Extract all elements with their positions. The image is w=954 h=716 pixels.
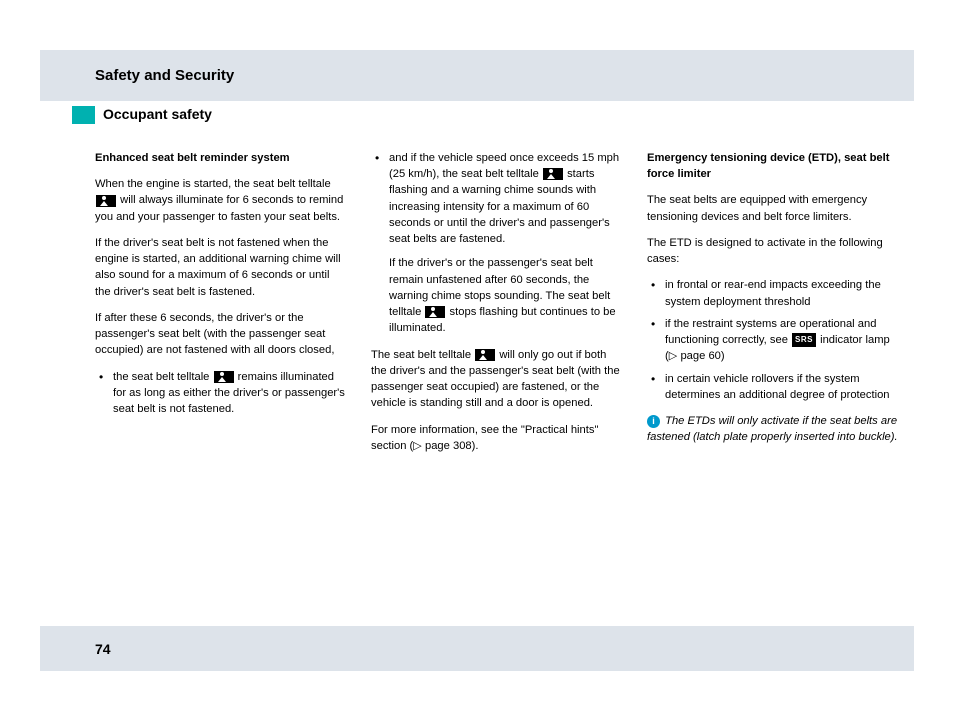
page-ref: ▷ page 60	[669, 350, 721, 362]
list-item: if the restraint systems are operational…	[647, 316, 899, 365]
seatbelt-icon	[425, 306, 445, 318]
column-2: and if the vehicle speed once exceeds 15…	[371, 150, 623, 464]
col1-heading: Enhanced seat belt reminder system	[95, 150, 347, 166]
col2-p2: For more information, see the "Practical…	[371, 422, 623, 454]
content-columns: Enhanced seat belt reminder system When …	[95, 150, 899, 464]
seatbelt-icon	[475, 349, 495, 361]
seatbelt-icon	[96, 195, 116, 207]
seatbelt-icon	[214, 371, 234, 383]
col3-p1: The seat belts are equipped with emergen…	[647, 192, 899, 224]
tab-marker	[72, 106, 95, 124]
seatbelt-icon	[543, 168, 563, 180]
col2-p1: The seat belt telltale will only go out …	[371, 347, 623, 412]
col2-li-sub: If the driver's or the passenger's seat …	[389, 255, 623, 336]
list-item: the seat belt telltale remains illuminat…	[95, 369, 347, 418]
col2-list: and if the vehicle speed once exceeds 15…	[371, 150, 623, 337]
column-1: Enhanced seat belt reminder system When …	[95, 150, 347, 464]
subsection-row: Occupant safety	[95, 106, 212, 122]
column-3: Emergency tensioning device (ETD), seat …	[647, 150, 899, 464]
col3-list: in frontal or rear-end impacts exceeding…	[647, 277, 899, 403]
list-item: and if the vehicle speed once exceeds 15…	[371, 150, 623, 337]
page-ref: ▷ page 308	[413, 440, 471, 452]
header-band: Safety and Security	[40, 50, 914, 101]
col1-p2: If the driver's seat belt is not fastene…	[95, 235, 347, 300]
footer-band: 74	[40, 626, 914, 671]
srs-icon: SRS	[792, 333, 816, 347]
col3-p2: The ETD is designed to activate in the f…	[647, 235, 899, 267]
section-title: Safety and Security	[95, 67, 234, 84]
col1-p3: If after these 6 seconds, the driver's o…	[95, 310, 347, 359]
list-item: in frontal or rear-end impacts exceeding…	[647, 277, 899, 309]
info-icon: i	[647, 415, 660, 428]
list-item: in certain vehicle rollovers if the syst…	[647, 371, 899, 403]
subsection-title: Occupant safety	[95, 106, 212, 122]
col3-heading: Emergency tensioning device (ETD), seat …	[647, 150, 899, 182]
page-number: 74	[95, 641, 111, 657]
col3-note: i The ETDs will only activate if the sea…	[647, 413, 899, 445]
col1-list: the seat belt telltale remains illuminat…	[95, 369, 347, 418]
col1-p1: When the engine is started, the seat bel…	[95, 176, 347, 225]
